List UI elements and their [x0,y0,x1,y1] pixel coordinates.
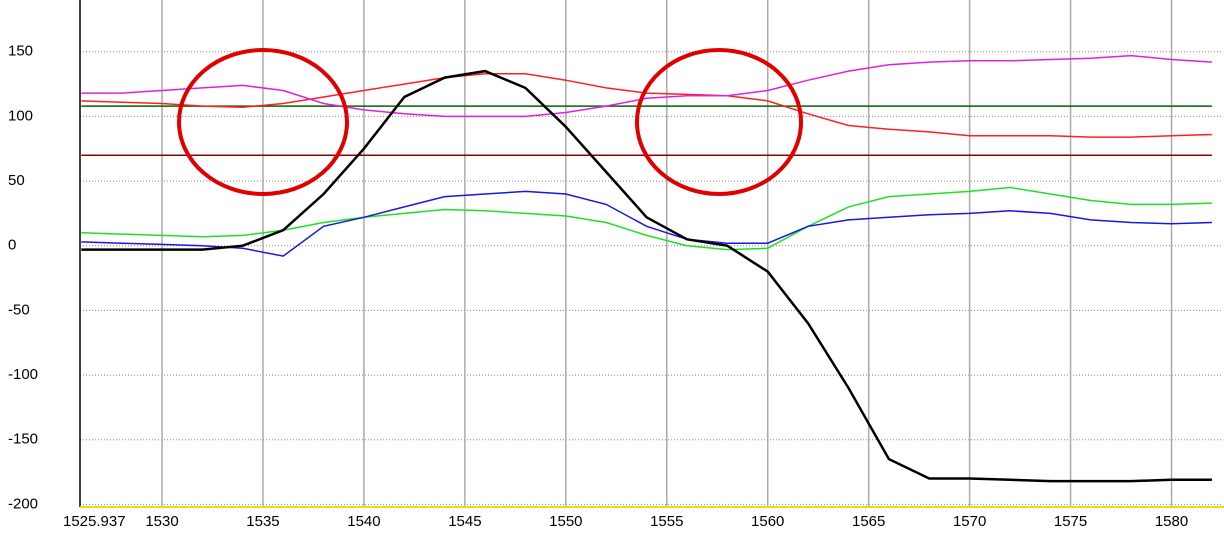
y-tick-label: -150 [8,431,38,448]
highlight-circle [635,48,803,196]
series-line [81,186,1212,251]
x-tick-label: 1580 [1155,513,1188,530]
x-tick-label: 1545 [448,513,481,530]
x-tick-label: 1555 [650,513,683,530]
y-tick-label: 0 [8,237,16,254]
series-line [81,190,1212,257]
x-tick-label: 1565 [852,513,885,530]
y-tick-label: -200 [8,495,38,512]
lines [81,54,1212,483]
series-line [81,69,1212,483]
x-tick-label: 1550 [549,513,582,530]
x-tick-label: 1575 [1054,513,1087,530]
y-tick-label: -50 [8,301,30,318]
grid [80,0,1222,507]
y-tick-label: 150 [8,43,33,60]
series-line [81,72,1212,138]
y-tick-label: -100 [8,366,38,383]
x-tick-label: 1530 [145,513,178,530]
y-tick-label: 50 [8,172,25,189]
x-tick-label: 1525.937 [63,513,126,530]
series-line [81,54,1212,118]
x-tick-label: 1570 [953,513,986,530]
x-tick-label: 1540 [347,513,380,530]
x-tick-label: 1535 [246,513,279,530]
y-tick-label: 100 [8,107,33,124]
highlight-circle [177,48,349,196]
x-tick-label: 1560 [751,513,784,530]
